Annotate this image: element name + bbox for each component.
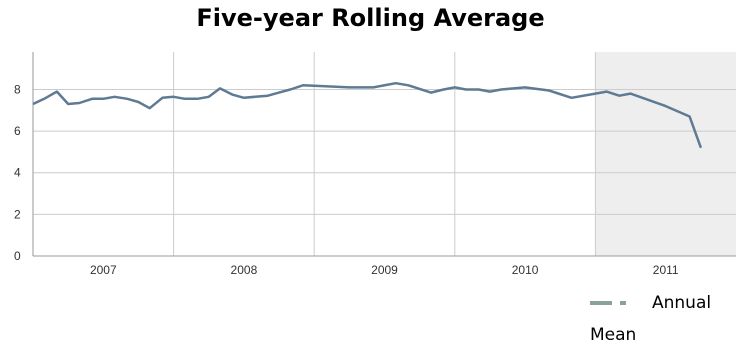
- legend-entry: Annual: [590, 293, 740, 313]
- y-gridlines: [33, 88, 736, 215]
- y-tick-label: 2: [14, 207, 21, 221]
- y-tick-label: 6: [14, 124, 21, 138]
- y-tick-labels: 0 2 4 6 8: [14, 82, 21, 263]
- y-tick-label: 0: [14, 249, 21, 263]
- x-tick-label: 2007: [90, 263, 117, 277]
- y-tick-label: 4: [14, 166, 21, 180]
- series-line-annual-mean: [32, 81, 703, 149]
- x-tick-label: 2010: [512, 263, 539, 277]
- legend-label-line1: Annual: [652, 293, 712, 313]
- forecast-shaded-region: [595, 52, 736, 256]
- x-tick-label: 2011: [653, 263, 679, 277]
- x-tick-label: 2008: [231, 263, 258, 277]
- chart-title: Five-year Rolling Average: [196, 4, 545, 32]
- x-tick-label: 2009: [371, 263, 398, 277]
- x-gridlines: [173, 52, 596, 256]
- legend-swatch: [590, 298, 630, 308]
- legend-label-line2: Mean: [590, 325, 637, 345]
- y-tick-label: 8: [14, 82, 21, 96]
- x-tick-labels: 2007 2008 2009 2010 2011: [90, 263, 679, 277]
